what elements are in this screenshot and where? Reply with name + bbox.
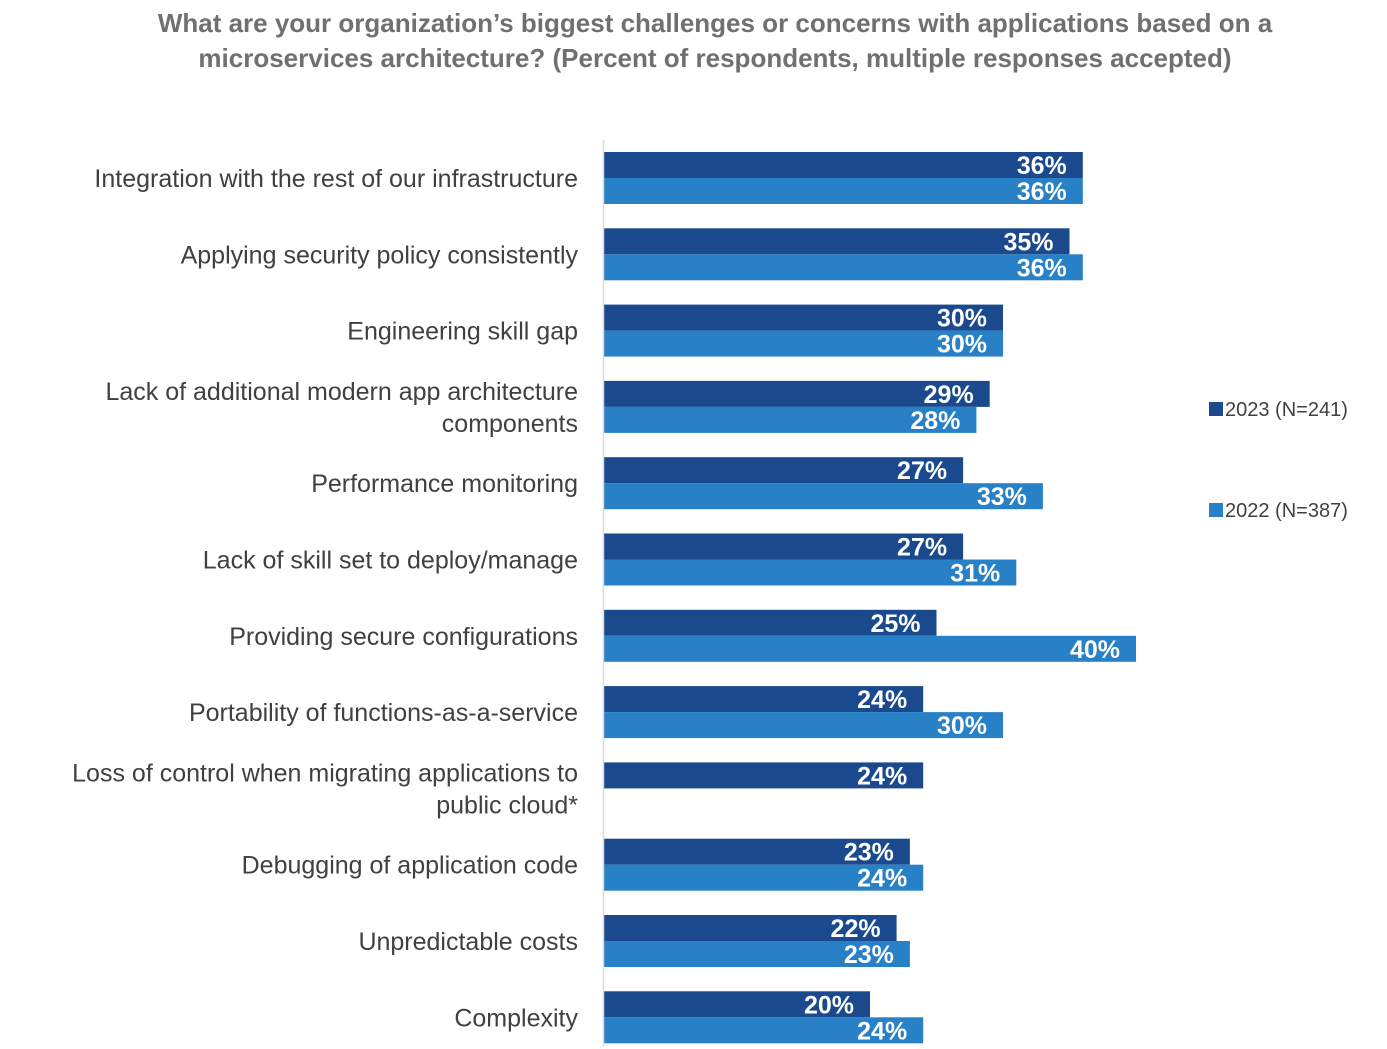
category-label-line: Complexity <box>454 1004 578 1032</box>
bar-series-1 <box>604 838 910 865</box>
category-label-line: Portability of functions-as-a-service <box>189 699 578 727</box>
bar-series-2 <box>604 712 1003 739</box>
category-label-line: public cloud* <box>436 791 578 819</box>
category-label-line: Applying security policy consistently <box>181 241 579 269</box>
category-label: Providing secure configurations <box>229 623 578 651</box>
data-label: 23% <box>844 839 894 867</box>
data-label: 27% <box>897 534 947 562</box>
data-label: 33% <box>977 483 1027 511</box>
data-label: 30% <box>937 305 987 333</box>
category-label-line: components <box>442 410 578 438</box>
bar-series-2 <box>604 254 1083 281</box>
data-label: 35% <box>1003 228 1053 256</box>
bar-series-1 <box>604 533 964 560</box>
category-label-line: Debugging of application code <box>242 852 578 880</box>
bar-series-1 <box>604 762 924 789</box>
bar-series-2 <box>604 941 910 967</box>
category-label: Debugging of application code <box>242 852 578 880</box>
category-label: Engineering skill gap <box>347 318 578 346</box>
bar-series-1 <box>604 457 964 484</box>
data-label: 24% <box>857 686 907 714</box>
bar-series-2 <box>604 178 1083 204</box>
bar-series-2 <box>604 330 1003 357</box>
data-label: 24% <box>857 865 907 893</box>
data-label: 24% <box>857 1017 907 1045</box>
legend-swatch <box>1209 503 1223 517</box>
category-label-line: Engineering skill gap <box>347 318 578 346</box>
bar-series-1 <box>604 152 1083 178</box>
category-label: Lack of additional modern app architectu… <box>105 378 578 438</box>
data-label: 36% <box>1017 152 1067 180</box>
data-label: 23% <box>844 941 894 969</box>
data-label: 36% <box>1017 178 1067 206</box>
data-label: 28% <box>910 407 960 435</box>
data-label: 25% <box>870 610 920 638</box>
category-label-line: Loss of control when migrating applicati… <box>72 759 578 787</box>
bar-series-1 <box>604 991 870 1018</box>
data-label: 24% <box>857 762 907 790</box>
bar-series-1 <box>604 915 897 941</box>
bar-series-1 <box>604 380 990 407</box>
category-label: Complexity <box>454 1004 578 1032</box>
category-labels: Integration with the rest of our infrast… <box>72 165 578 1032</box>
bar-series-1 <box>604 228 1070 255</box>
category-label: Integration with the rest of our infrast… <box>94 165 578 193</box>
bar-series-2 <box>604 406 977 433</box>
data-label: 36% <box>1017 254 1067 282</box>
data-label: 30% <box>937 712 987 740</box>
category-label-line: Providing secure configurations <box>229 623 578 651</box>
category-label: Portability of functions-as-a-service <box>189 699 578 727</box>
legend: 2023 (N=241) 2022 (N=387) <box>1209 399 1348 522</box>
bar-series-1 <box>604 304 1003 331</box>
bar-series-2 <box>604 635 1136 662</box>
data-label: 31% <box>950 560 1000 588</box>
chart-title: What are your organization’s biggest cha… <box>157 8 1273 73</box>
data-label: 27% <box>897 457 947 485</box>
data-label: 30% <box>937 331 987 359</box>
data-label: 20% <box>804 991 854 1019</box>
category-label-line: Unpredictable costs <box>358 928 578 956</box>
bar-series-2 <box>604 1017 924 1044</box>
category-label: Performance monitoring <box>311 470 578 498</box>
bar-series-2 <box>604 559 1017 586</box>
bar-series-1 <box>604 686 924 713</box>
legend-label: 2023 (N=241) <box>1225 399 1348 421</box>
category-label-line: Lack of skill set to deploy/manage <box>203 547 578 575</box>
data-label: 29% <box>924 381 974 409</box>
legend-label: 2022 (N=387) <box>1225 500 1348 522</box>
category-label: Lack of skill set to deploy/manage <box>203 547 578 575</box>
category-label: Unpredictable costs <box>358 928 578 956</box>
category-label: Applying security policy consistently <box>181 241 579 269</box>
bar-series-1 <box>604 609 937 636</box>
category-label-line: Performance monitoring <box>311 470 578 498</box>
category-label-line: Lack of additional modern app architectu… <box>105 378 578 406</box>
bars-layer: 36%36%35%36%30%30%29%28%27%33%27%31%25%4… <box>604 152 1136 1045</box>
legend-swatch <box>1209 402 1223 416</box>
category-label: Loss of control when migrating applicati… <box>72 759 578 819</box>
bar-series-2 <box>604 864 924 891</box>
data-label: 40% <box>1070 636 1120 664</box>
category-label-line: Integration with the rest of our infrast… <box>94 165 578 193</box>
data-label: 22% <box>831 915 881 943</box>
bar-series-2 <box>604 483 1043 510</box>
